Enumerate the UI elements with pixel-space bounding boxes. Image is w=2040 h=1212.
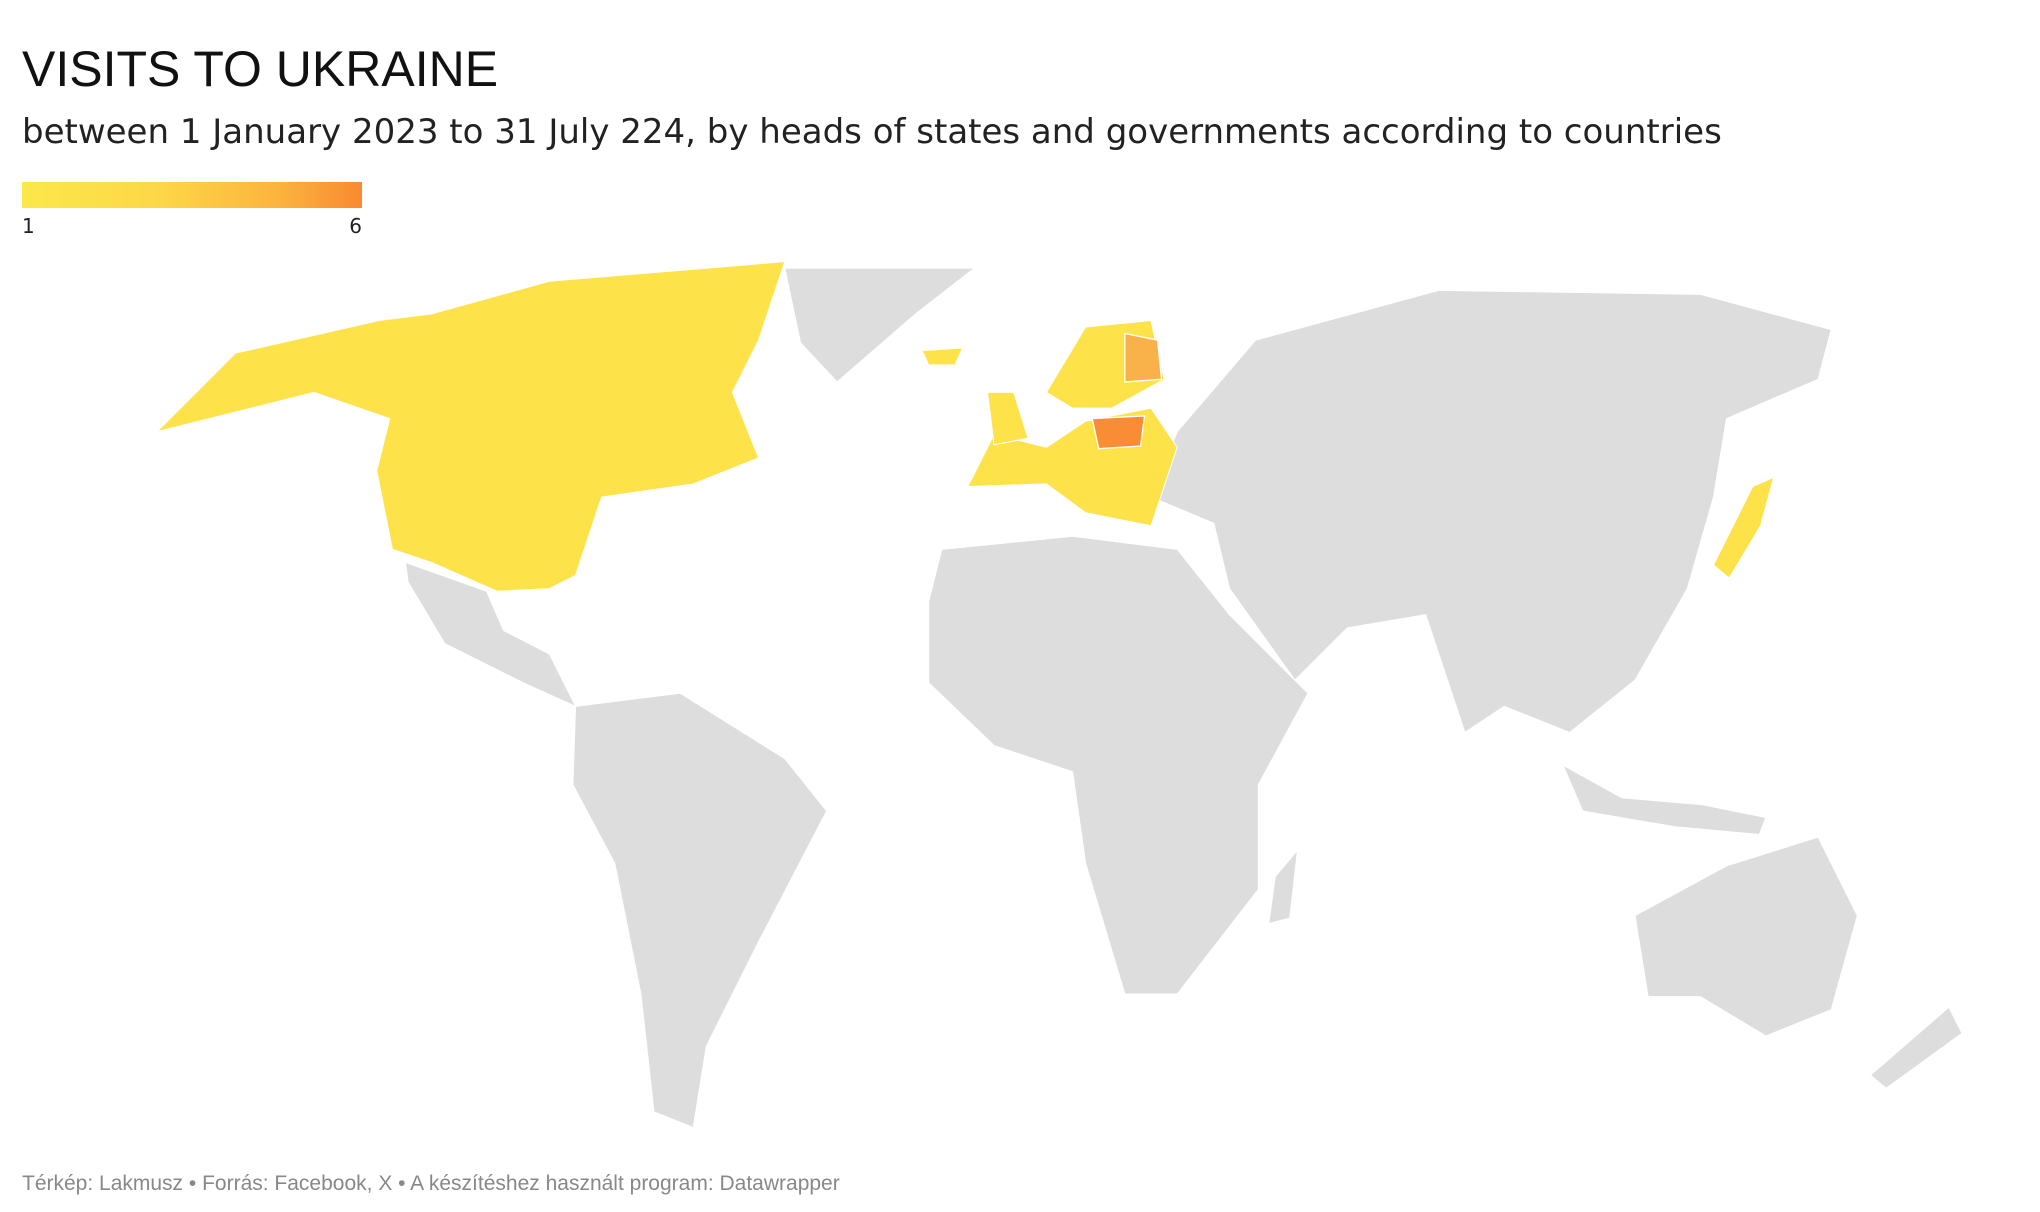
legend-max: 6 — [349, 214, 362, 238]
finland-highlight — [1124, 332, 1163, 383]
uk-highlight — [986, 391, 1029, 446]
new-zealand — [1869, 1006, 1963, 1089]
japan-highlight — [1712, 476, 1775, 579]
footer: Térkép: Lakmusz • Forrás: Facebook, X • … — [22, 1172, 840, 1195]
north-america-highlight — [155, 261, 786, 592]
iceland-highlight — [921, 347, 964, 366]
legend-min: 1 — [22, 214, 35, 238]
africa — [928, 535, 1309, 995]
eurasia — [1150, 289, 1832, 734]
legend-gradient — [22, 182, 362, 208]
subtitle: between 1 January 2023 to 31 July 224, b… — [22, 112, 1722, 152]
indonesia — [1561, 763, 1767, 836]
poland-highlight — [1091, 415, 1146, 450]
title: VISITS TO UKRAINE — [22, 41, 499, 97]
madagascar — [1268, 848, 1299, 925]
greenland — [784, 267, 976, 383]
color-legend: 1 6 — [22, 182, 362, 238]
australia — [1634, 836, 1858, 1037]
south-america — [572, 692, 828, 1129]
